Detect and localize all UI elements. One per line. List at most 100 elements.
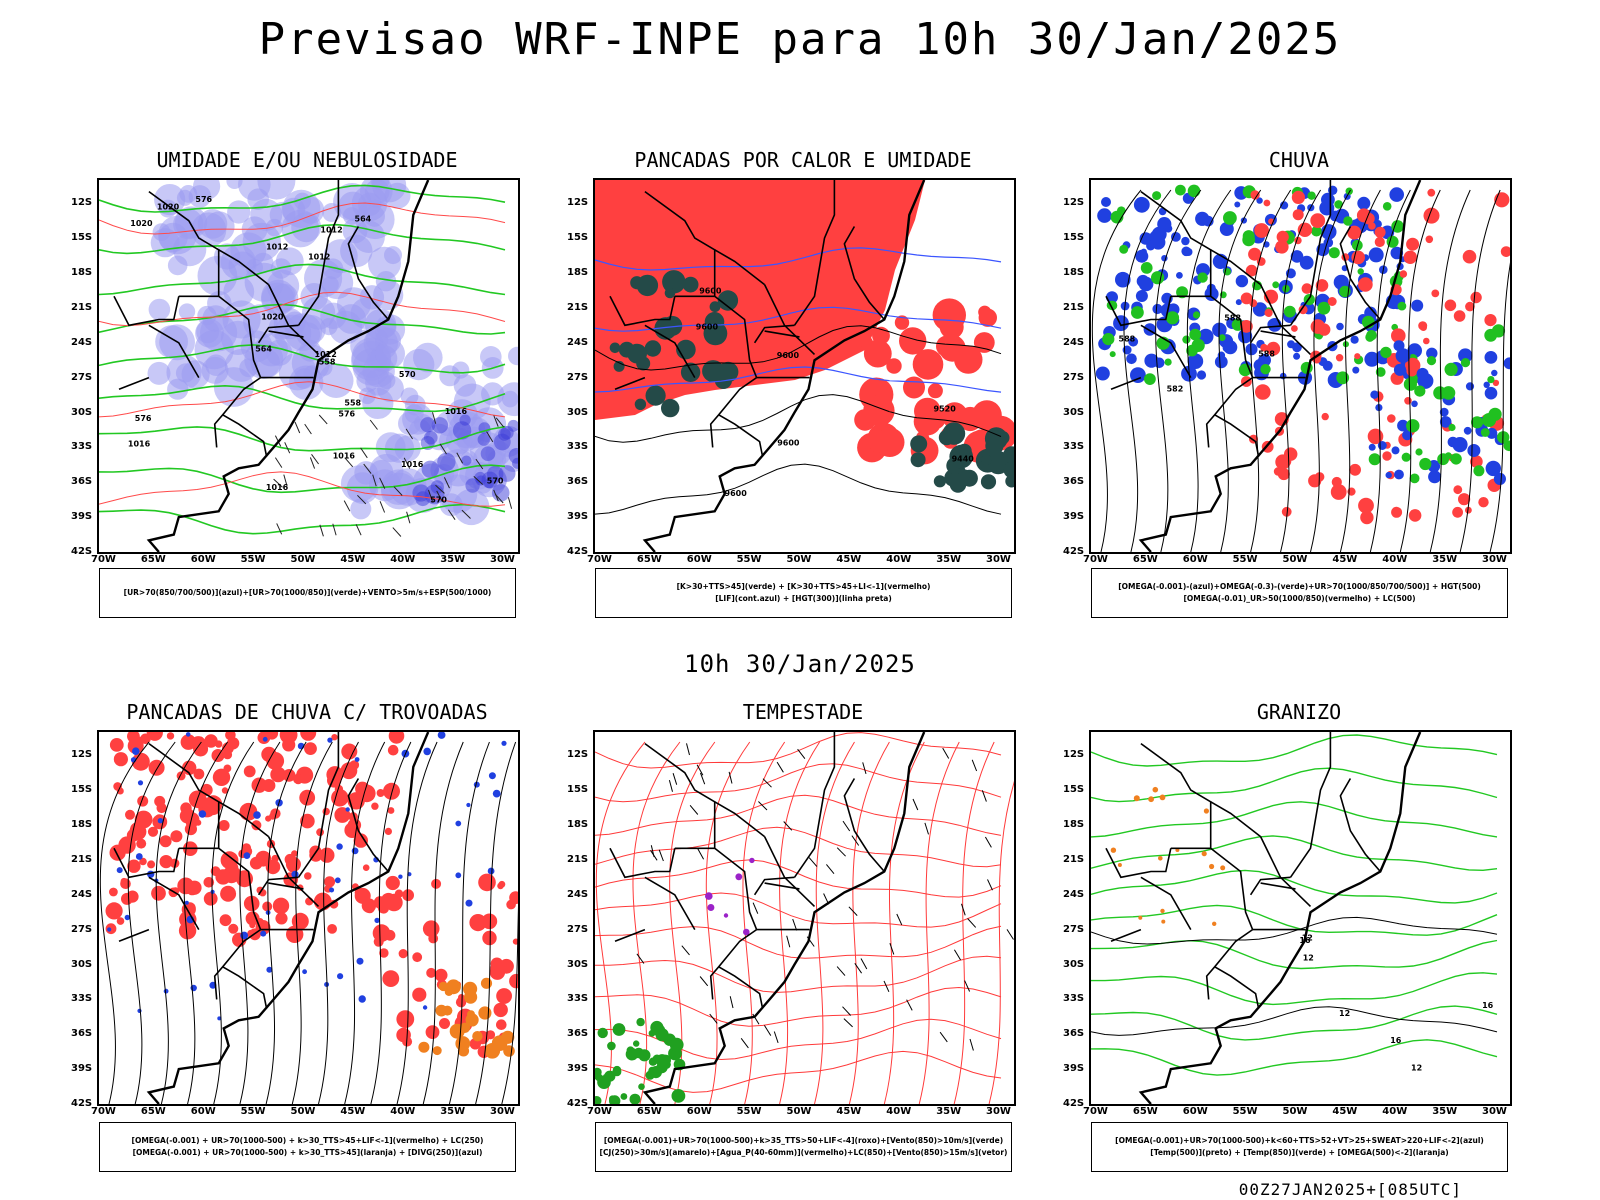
omega-ur-area-red-cell (1249, 299, 1258, 308)
omega-ur-area-red-cell (1425, 235, 1434, 244)
contour-label: 576 (195, 195, 212, 204)
wind850-area-green-cell (612, 1023, 626, 1036)
deep-blue-area-cell (421, 460, 439, 478)
divg250-area-blue-cell (137, 1008, 142, 1013)
omega-ur-area-red-cell (1260, 343, 1268, 352)
omega-area-green-cell (1140, 262, 1153, 274)
map-panel (593, 730, 1016, 1106)
omega-area-blue-offshore-cell (1447, 436, 1459, 448)
wind-vectors-vector (369, 419, 378, 430)
red-thickness-contours-line (99, 381, 506, 418)
blue-humidity-area-cell (322, 276, 339, 293)
omega-area-green-cell (1282, 284, 1290, 293)
legend-line: [OMEGA(-0.001)-(azul)+OMEGA(-0.3)-(verde… (1118, 582, 1481, 591)
divg250-area-blue-cell (243, 852, 251, 859)
lif-contours (595, 247, 1002, 393)
omega-area-blue-cell (1357, 196, 1371, 210)
legend-line: [Temp(500)](preto) + [Temp(850)](verde) … (1150, 1148, 1449, 1157)
state-border (793, 732, 836, 878)
divg250-area-blue-cell (329, 887, 335, 893)
contour-label: 1016 (445, 407, 468, 416)
omega-ur-area-red-cell (1263, 199, 1271, 207)
wind850-vectors-vector (786, 935, 791, 948)
omega-area-green-offshore-cell (1480, 428, 1490, 437)
thunder-area-red-cell (331, 734, 338, 741)
lat-tick-label: 21S (1063, 853, 1085, 865)
legend-line: [LIF](cont.azul) + [HGT(300)](linha pret… (715, 594, 892, 603)
wind850-vectors-vector (889, 943, 895, 955)
hgt500-streamlines-line (1489, 262, 1510, 552)
k-tts-area-offshore-cell (981, 454, 992, 466)
omega-area-green-offshore-cell (1409, 473, 1420, 484)
state-border (753, 324, 795, 344)
lon-tick-label: 35W (440, 1106, 466, 1117)
omega-area-green-cell (1382, 202, 1392, 211)
lat-tick-label: 27S (567, 923, 589, 935)
wind850-vectors-vector (987, 879, 993, 891)
thunder-area-orange-cell (467, 1010, 475, 1019)
omega-area-green-cell (1152, 191, 1162, 201)
omega-area-blue-offshore-cell (1483, 381, 1490, 388)
lat-tick-label: 42S (1063, 546, 1085, 557)
state-border (1110, 376, 1142, 391)
instability-area-offshore-cell (912, 349, 944, 380)
divg250-area-blue-cell (423, 747, 432, 756)
omega-area-blue-cell (1368, 247, 1384, 263)
thunder-area-red-cell (148, 759, 165, 776)
wind850-vectors-vector (776, 761, 784, 773)
contour-label: 576 (135, 414, 152, 423)
blue-humidity-area-south-cell (508, 346, 518, 366)
hgt300-contours (595, 325, 1002, 515)
lon-tick-label: 60W (686, 554, 712, 565)
red-thickness-contours-line (99, 202, 506, 235)
omega-area-blue-cell (1181, 236, 1190, 246)
wind850-area-green-cell (655, 1028, 669, 1042)
green-humidity-contours (99, 184, 506, 535)
lon-tick-label: 70W (91, 1106, 116, 1117)
lc250-streamlines-line (99, 741, 150, 1104)
omega-ur-area-red-cell (1330, 484, 1347, 500)
lon-tick-label: 35W (440, 554, 466, 565)
hgt500-streamlines-line (1280, 189, 1321, 552)
omega500-area-orange-cell (1117, 863, 1122, 867)
thunder-area-red-cell (327, 924, 337, 934)
lc250-streamlines-line (239, 741, 281, 1104)
omega-area-green-offshore-cell (1487, 376, 1495, 384)
wind850-vectors-vector (836, 966, 846, 976)
contour-label: 12 (1302, 934, 1313, 943)
omega-area-blue-cell (1201, 265, 1209, 273)
page-title: Previsao WRF-INPE para 10h 30/Jan/2025 (258, 14, 1342, 65)
omega-ur-area-red-cell (1404, 397, 1412, 405)
omega-ur-area-red-cell (1387, 414, 1396, 423)
green-humidity-contours-line (99, 303, 506, 335)
thunder-area-red-cell (242, 805, 257, 821)
omega-area-blue-offshore-cell (1439, 407, 1449, 417)
state-border (1214, 414, 1260, 457)
thunder-area-red-cell (340, 762, 358, 780)
thunder-area-red-cell (176, 771, 186, 781)
omega-area-blue-offshore-cell (1402, 430, 1413, 441)
wind850-vectors-vector (836, 847, 846, 857)
lif-contours-line (595, 247, 1002, 271)
thunder-area-red-cell (353, 833, 368, 848)
divg250-area-blue-cell (185, 732, 191, 737)
omega-area-blue-cell (1113, 315, 1129, 332)
deep-blue-area-cell (498, 465, 516, 482)
divg250-area-blue-cell (345, 807, 350, 812)
thunder-area-red-cell (272, 897, 290, 914)
omega-ur-area-red-cell (1470, 455, 1483, 468)
k-tts-area-dark (609, 270, 739, 418)
thunder-area-orange-cell (464, 990, 478, 1004)
contour-label: 576 (338, 409, 355, 418)
thunder-area-red-offshore-cell (394, 889, 404, 898)
state-border (1260, 330, 1296, 338)
lon-tick-label: 65W (636, 1106, 662, 1117)
omega-ur-area-red-cell (1347, 225, 1362, 240)
thunder-area-red-cell (182, 760, 197, 775)
legend-box: [OMEGA(-0.001)-(azul)+OMEGA(-0.3)-(verde… (1091, 568, 1508, 618)
omega-area-green-cell (1223, 211, 1237, 225)
wind850-area-green-cell (633, 1040, 640, 1047)
omega-area-green-cell (1102, 333, 1115, 346)
wind-vectors-vector (405, 428, 414, 440)
run-stamp: 00Z27JAN2025+[085UTC] (1238, 1180, 1462, 1199)
